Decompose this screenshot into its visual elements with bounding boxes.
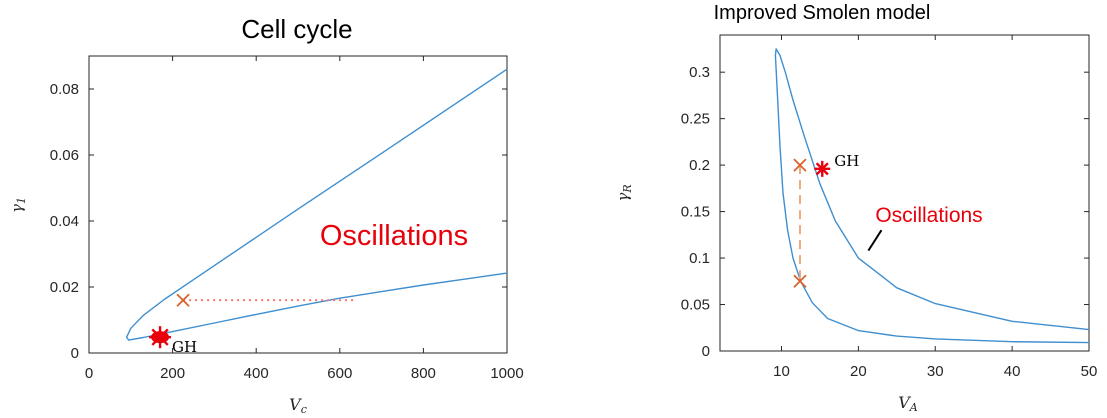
oscillations-label: Oscillations [875,204,982,227]
y-tick-label: 0.25 [681,111,710,128]
y-tick-label: 0.3 [689,64,710,81]
marker-layer: GH [793,152,859,288]
x-axis-label: VA [898,393,918,414]
y-axis-label: γR [614,184,634,201]
gh-star-marker [814,160,831,177]
cross-marker [176,293,190,307]
y-tick-label: 0.02 [50,279,79,296]
x-tick-label: 800 [411,365,436,382]
x-tick-label: 200 [160,365,185,382]
y-tick-label: 0.08 [50,81,79,98]
chart-title: Cell cycle [241,14,352,44]
x-axis-label: Vc [289,395,307,416]
tick-layer: 10 20 30 40 50 0 0.05 0.1 0.15 0.2 0.25 0.3 [681,35,1098,380]
x-tick-label: 600 [327,365,352,382]
oscillations-label: Oscillations [320,220,468,252]
series-line [774,48,1090,344]
gh-star-marker [149,326,172,349]
series-line [125,68,508,341]
y-tick-label: 0.1 [689,250,710,267]
y-axis-label: γ1 [8,197,28,213]
x-tick-label: 10 [773,363,790,380]
y-tick-label: 0 [702,343,710,360]
cross-marker [793,158,807,172]
x-tick-label: 400 [244,365,269,382]
tick-layer: 0 200 400 600 800 1000 0 0.02 0.04 0.06 0.08 [50,56,524,382]
x-tick-label: 1000 [490,365,523,382]
x-tick-label: 20 [850,363,867,380]
marker-layer: GH [149,293,197,356]
series-layer [125,68,508,341]
y-tick-label: 0.2 [689,157,710,174]
x-tick-label: 30 [927,363,944,380]
y-tick-label: 0.06 [50,147,79,164]
x-tick-label: 0 [85,365,93,382]
chart-title: Improved Smolen model [714,2,931,24]
chart-cell-cycle: Cell cycle GH 0 200 400 600 800 1000 0 0.02 0.04… [8,14,524,416]
chart-smolen-model: Improved Smolen model GH 10 20 30 40 50 0 0.05… [614,2,1097,414]
y-tick-label: 0.04 [50,213,79,230]
annotation-arrow [867,229,883,252]
x-tick-label: 50 [1081,363,1098,380]
y-tick-label: 0.15 [681,204,710,221]
y-tick-label: 0 [71,345,79,362]
y-tick-label: 0.05 [681,297,710,314]
cross-marker [793,274,807,288]
x-tick-label: 40 [1004,363,1021,380]
gh-label: GH [172,338,197,356]
plot-frame [719,34,1090,352]
series-layer [774,48,1090,344]
gh-label: GH [834,152,859,170]
